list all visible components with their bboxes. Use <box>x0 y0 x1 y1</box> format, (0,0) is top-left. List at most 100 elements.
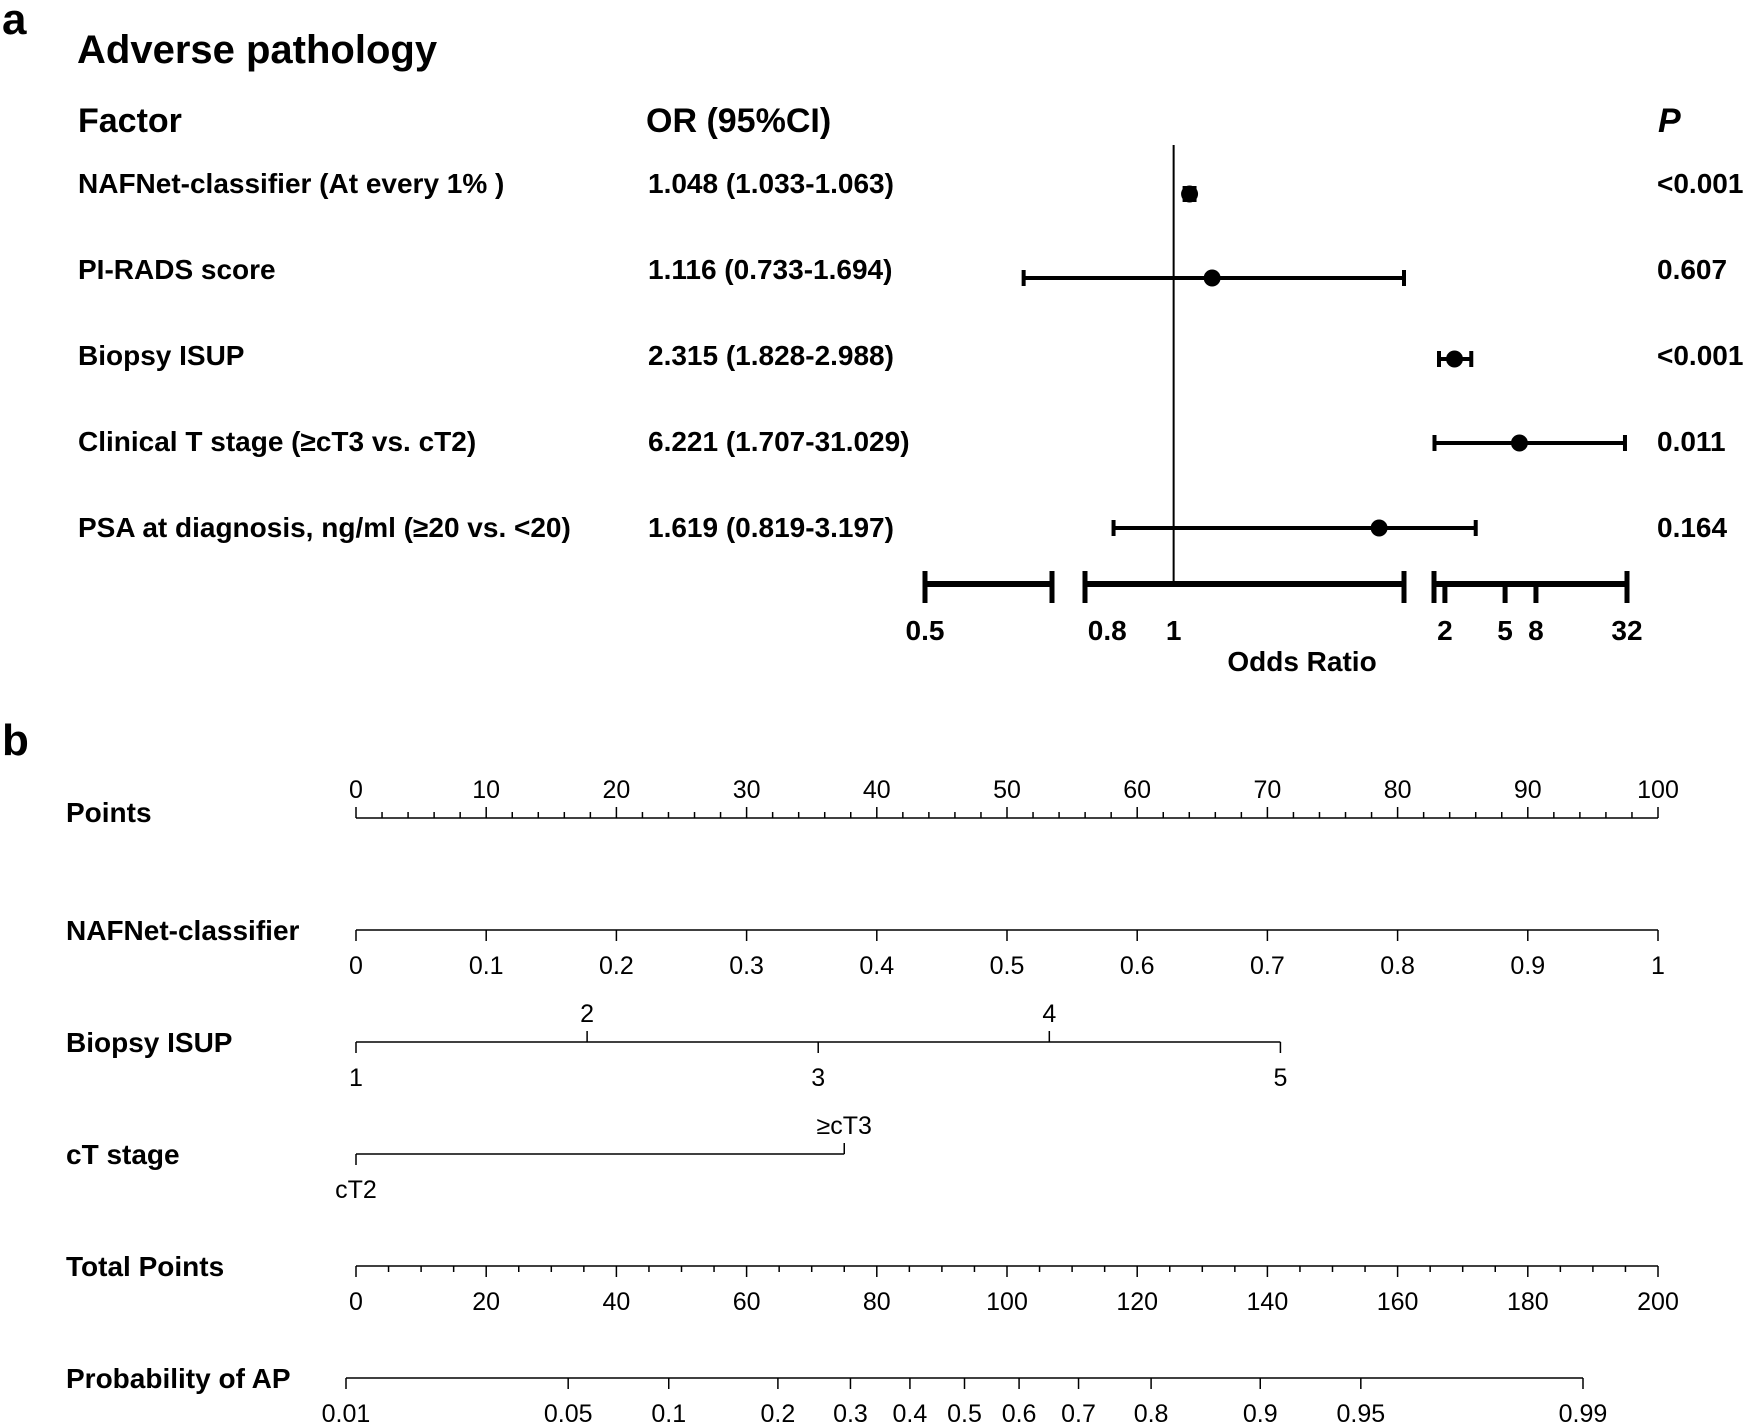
points-tick-label: 100 <box>1637 776 1679 804</box>
probability-tick-label: 0.01 <box>322 1400 371 1425</box>
header-p: P <box>1658 102 1681 140</box>
scale-label: Biopsy ISUP <box>66 1027 232 1058</box>
total-tick-label: 80 <box>863 1288 891 1316</box>
or-point <box>1446 350 1464 368</box>
total-tick-label: 200 <box>1637 1288 1679 1316</box>
p-value: <0.001 <box>1657 340 1743 371</box>
categorical-tick-label: 4 <box>1042 1000 1056 1028</box>
total-tick-label: 180 <box>1507 1288 1549 1316</box>
probability-tick-label: 0.9 <box>1243 1400 1278 1425</box>
total-tick-label: 0 <box>349 1288 363 1316</box>
categorical-tick-label: 1 <box>349 1064 363 1092</box>
or-ci-text: 2.315 (1.828-2.988) <box>648 340 894 371</box>
nafnet-tick-label: 0.8 <box>1380 952 1415 980</box>
probability-tick-label: 0.5 <box>947 1400 982 1425</box>
scale-label: Total Points <box>66 1251 224 1282</box>
or-ci-text: 1.116 (0.733-1.694) <box>648 254 892 285</box>
factor-label: PSA at diagnosis, ng/ml (≥20 vs. <20) <box>78 512 571 543</box>
nafnet-tick-label: 0.1 <box>469 952 504 980</box>
forest-rows: NAFNet-classifier (At every 1% ) 1.048 (1… <box>78 168 1743 543</box>
forest-xlabel: Odds Ratio <box>1227 646 1376 677</box>
forest-axis: 0.5 0.8 1 2 5 8 32 <box>906 571 1643 646</box>
scale-label: Probability of AP <box>66 1363 291 1394</box>
total-tick-label: 40 <box>602 1288 630 1316</box>
scale-label: Points <box>66 797 152 828</box>
total-tick-label: 160 <box>1377 1288 1419 1316</box>
categorical-tick-label: ≥cT3 <box>817 1112 872 1140</box>
points-tick-label: 10 <box>472 776 500 804</box>
header-factor: Factor <box>78 102 182 140</box>
categorical-tick-label: cT2 <box>335 1176 377 1204</box>
categorical-tick-label: 3 <box>811 1064 825 1092</box>
probability-tick-label: 0.05 <box>544 1400 593 1425</box>
or-point <box>1181 185 1199 203</box>
or-point <box>1203 269 1221 287</box>
factor-label: Biopsy ISUP <box>78 340 244 371</box>
panel-label-b: b <box>2 716 29 765</box>
forest-marks <box>1021 145 1627 584</box>
total-tick-label: 20 <box>472 1288 500 1316</box>
points-tick-label: 70 <box>1253 776 1281 804</box>
factor-label: NAFNet-classifier (At every 1% ) <box>78 168 504 199</box>
p-value: 0.607 <box>1657 254 1727 285</box>
p-value: 0.011 <box>1657 426 1726 457</box>
axis-tick-label: 0.8 <box>1088 615 1127 646</box>
forest-plot-panel: a Adverse pathology Factor OR (95%CI) P … <box>2 0 1743 677</box>
p-value: 0.164 <box>1657 512 1727 543</box>
nafnet-tick-label: 1 <box>1651 952 1665 980</box>
panel-label-a: a <box>2 0 27 44</box>
points-tick-label: 50 <box>993 776 1021 804</box>
probability-tick-label: 0.95 <box>1336 1400 1385 1425</box>
probability-tick-label: 0.2 <box>761 1400 796 1425</box>
nomogram-panel: b Points NAFNet-classifier Biopsy ISUP cT s… <box>2 716 1679 1425</box>
nafnet-tick-label: 0.6 <box>1120 952 1155 980</box>
nafnet-tick-label: 0.9 <box>1510 952 1545 980</box>
or-point <box>1510 434 1528 452</box>
categorical-tick-label: 2 <box>580 1000 594 1028</box>
nafnet-tick-label: 0.2 <box>599 952 634 980</box>
probability-tick-label: 0.99 <box>1559 1400 1608 1425</box>
axis-tick-label: 2 <box>1437 615 1453 646</box>
p-value: <0.001 <box>1657 168 1743 199</box>
or-ci-text: 1.619 (0.819-3.197) <box>648 512 894 543</box>
points-tick-label: 60 <box>1123 776 1151 804</box>
points-tick-label: 20 <box>602 776 630 804</box>
points-tick-label: 30 <box>733 776 761 804</box>
probability-tick-label: 0.3 <box>833 1400 868 1425</box>
or-ci-text: 6.221 (1.707-31.029) <box>648 426 910 457</box>
or-point <box>1370 519 1388 537</box>
nafnet-tick-label: 0.3 <box>729 952 764 980</box>
categorical-tick-label: 5 <box>1273 1064 1287 1092</box>
points-tick-label: 80 <box>1384 776 1412 804</box>
nomogram: Points NAFNet-classifier Biopsy ISUP cT sta… <box>66 776 1679 1425</box>
points-tick-label: 40 <box>863 776 891 804</box>
total-tick-label: 60 <box>733 1288 761 1316</box>
total-tick-label: 140 <box>1247 1288 1289 1316</box>
scale-label: NAFNet-classifier <box>66 915 300 946</box>
probability-tick-label: 0.1 <box>651 1400 686 1425</box>
nafnet-tick-label: 0 <box>349 952 363 980</box>
points-tick-label: 90 <box>1514 776 1542 804</box>
total-tick-label: 100 <box>986 1288 1028 1316</box>
axis-tick-label: 0.5 <box>906 615 945 646</box>
forest-title: Adverse pathology <box>77 28 438 72</box>
nafnet-tick-label: 0.5 <box>990 952 1025 980</box>
factor-label: PI-RADS score <box>78 254 276 285</box>
axis-tick-label: 5 <box>1497 615 1513 646</box>
probability-tick-label: 0.8 <box>1134 1400 1169 1425</box>
or-ci-text: 1.048 (1.033-1.063) <box>648 168 894 199</box>
total-tick-label: 120 <box>1116 1288 1158 1316</box>
axis-tick-label: 32 <box>1611 615 1642 646</box>
scale-label: cT stage <box>66 1139 180 1170</box>
probability-tick-label: 0.4 <box>893 1400 928 1425</box>
axis-tick-label: 8 <box>1528 615 1544 646</box>
probability-tick-label: 0.6 <box>1002 1400 1037 1425</box>
axis-tick-label: 1 <box>1166 615 1182 646</box>
nafnet-tick-label: 0.7 <box>1250 952 1285 980</box>
factor-label: Clinical T stage (≥cT3 vs. cT2) <box>78 426 476 457</box>
probability-tick-label: 0.7 <box>1061 1400 1096 1425</box>
points-tick-label: 0 <box>349 776 363 804</box>
header-or: OR (95%CI) <box>646 102 831 140</box>
nafnet-tick-label: 0.4 <box>859 952 894 980</box>
